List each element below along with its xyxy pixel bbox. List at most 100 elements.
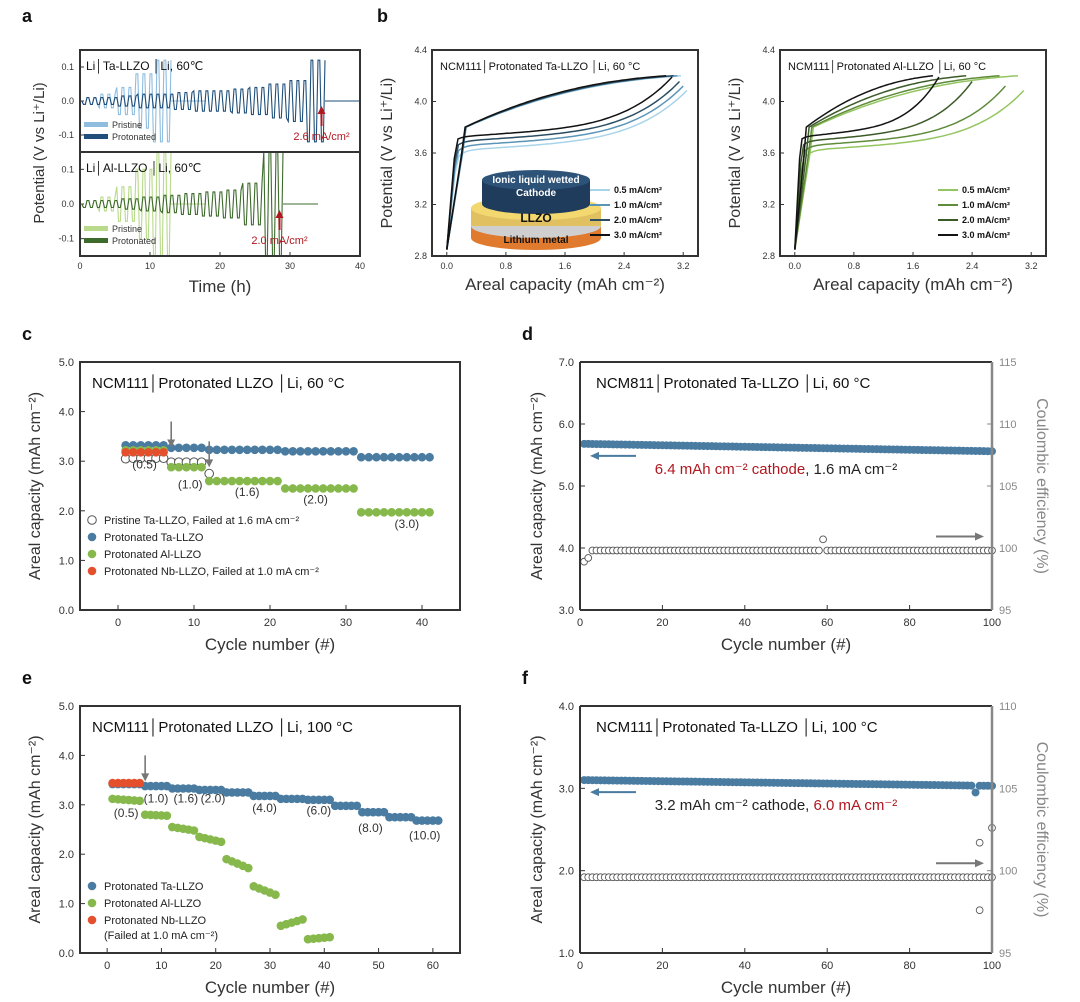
data-point-2 — [379, 507, 389, 517]
y-tick-label: 0.1 — [61, 62, 74, 72]
legend-swatch — [84, 134, 108, 139]
data-point-1 — [326, 446, 336, 456]
x-tick-label: 10 — [188, 617, 200, 629]
data-point-1 — [216, 837, 226, 847]
y2-tick-label: 105 — [999, 783, 1017, 795]
rate-label: (3.0) — [394, 517, 419, 531]
data-point-1 — [271, 890, 280, 900]
x-tick-label: 0.0 — [789, 261, 802, 271]
data-point-0 — [379, 807, 389, 817]
y2-tick-label: 95 — [999, 605, 1011, 617]
inset-cathode-top — [482, 170, 590, 190]
data-point-2 — [212, 476, 222, 486]
data-point-2 — [280, 484, 290, 493]
data-point-1 — [174, 443, 184, 453]
panel-label-a: a — [22, 6, 33, 26]
annotation-arrow-head — [317, 106, 326, 114]
x-tick-label: 1.6 — [559, 261, 572, 271]
x-tick-label: 100 — [983, 960, 1001, 972]
x-tick-label: 1.6 — [907, 261, 920, 271]
plot-title: NCM111│Protonated LLZO │Li, 60 °C — [92, 374, 345, 393]
plot-frame — [779, 49, 1047, 257]
data-point-1 — [356, 452, 366, 462]
data-point-2 — [387, 507, 396, 517]
legend-swatch — [84, 238, 108, 243]
data-point-2 — [372, 507, 381, 517]
data-point-1 — [334, 446, 343, 456]
data-point-1 — [387, 452, 396, 462]
data-point-1 — [364, 452, 374, 462]
x-tick-label: 20 — [656, 960, 668, 972]
y-tick-label: 5.0 — [59, 357, 74, 369]
x-tick-label: 0 — [115, 617, 121, 629]
annotation-arrow-head — [275, 210, 284, 218]
charge-curve-0 — [794, 89, 1025, 250]
x-tick-label: 20 — [656, 617, 668, 629]
legend-marker — [87, 549, 97, 559]
data-point-1 — [349, 446, 358, 456]
data-point-2 — [288, 484, 298, 493]
data-point-3 — [151, 447, 161, 457]
legend-entry: 2.0 mA/cm² — [962, 215, 1010, 225]
data-point-1 — [235, 445, 244, 455]
discharge-curve-3 — [794, 75, 934, 250]
data-point-1 — [212, 445, 222, 455]
legend-marker — [87, 881, 97, 891]
x-tick-label: 3.2 — [677, 261, 690, 271]
legend-entry-line2: (Failed at 1.0 mA cm⁻²) — [104, 930, 218, 942]
x-tick-label: 20 — [264, 617, 276, 629]
capacity-axis-arrow-head — [590, 451, 599, 460]
data-point-2 — [410, 507, 419, 517]
panel-label-b: b — [377, 6, 388, 26]
x-tick-label: 60 — [821, 617, 833, 629]
x-axis-title: Cycle number (#) — [205, 978, 335, 997]
x-tick-label: 40 — [739, 617, 751, 629]
x-tick-label: 3.2 — [1025, 261, 1038, 271]
x-tick-label: 0.0 — [441, 261, 454, 271]
data-point-2 — [425, 507, 434, 517]
legend-entry: Protonated Al-LLZO — [104, 549, 202, 561]
legend-marker — [87, 898, 97, 908]
y-axis-title: Potential (V vs Li⁺/Li) — [727, 78, 744, 229]
legend-entry: Protonated Ta-LLZO — [104, 881, 204, 893]
x-tick-label: 10 — [145, 261, 155, 271]
x-axis-title: Cycle number (#) — [721, 635, 851, 654]
data-point-2 — [402, 507, 412, 517]
panel-a-subplot-0: 0.1 0.0 -0.1 Li│Ta-LLZO │Li, 60℃ Pristine Pro… — [58, 49, 361, 153]
efficiency-point — [815, 546, 823, 555]
data-points — [580, 439, 996, 566]
plot-title: NCM811│Protonated Ta-LLZO │Li, 60 °C — [596, 374, 870, 393]
data-point-2 — [318, 484, 328, 493]
y-tick-label: 2.0 — [59, 849, 74, 861]
y2-tick-label: 110 — [999, 419, 1017, 431]
rate-label: (6.0) — [307, 804, 332, 818]
data-point-1 — [243, 863, 253, 873]
legend-marker — [87, 566, 97, 576]
data-point-1 — [298, 915, 307, 924]
data-point-1 — [417, 452, 427, 462]
data-point-1 — [250, 445, 260, 455]
inset-label-top-2: Cathode — [516, 188, 556, 199]
data-point-1 — [189, 826, 199, 835]
legend-entry: Protonated Nb-LLZO — [104, 915, 207, 927]
data-point-0 — [352, 801, 362, 811]
panel-label-f: f — [522, 668, 529, 688]
charge-curve-1 — [446, 85, 684, 250]
x-tick-label: 0.8 — [848, 261, 861, 271]
data-point-0 — [433, 816, 443, 825]
y-axis-title: Areal capacity (mAh cm⁻²) — [27, 735, 44, 923]
rate-label: (10.0) — [409, 828, 440, 842]
y-tick-label: 3.6 — [762, 148, 775, 158]
panel-a-subplot-1: 0.1 0.0 -0.1 Li│Al-LLZO │Li, 60℃ Pristine Pro… — [58, 151, 361, 257]
plot-title: NCM111│Protonated Ta-LLZO │Li, 100 °C — [596, 718, 878, 737]
y-tick-label: 4.0 — [59, 407, 74, 419]
curves — [794, 75, 1025, 250]
data-point-2 — [235, 476, 244, 486]
y2-tick-label: 100 — [999, 866, 1017, 878]
x-tick-label: 10 — [155, 960, 167, 972]
x-tick-label: 20 — [215, 261, 225, 271]
x-axis-title: Areal capacity (mAh cm⁻²) — [813, 275, 1013, 294]
condition-note: 3.2 mAh cm⁻² cathode, 6.0 mA cm⁻² — [655, 797, 898, 814]
data-point-2 — [220, 476, 229, 486]
